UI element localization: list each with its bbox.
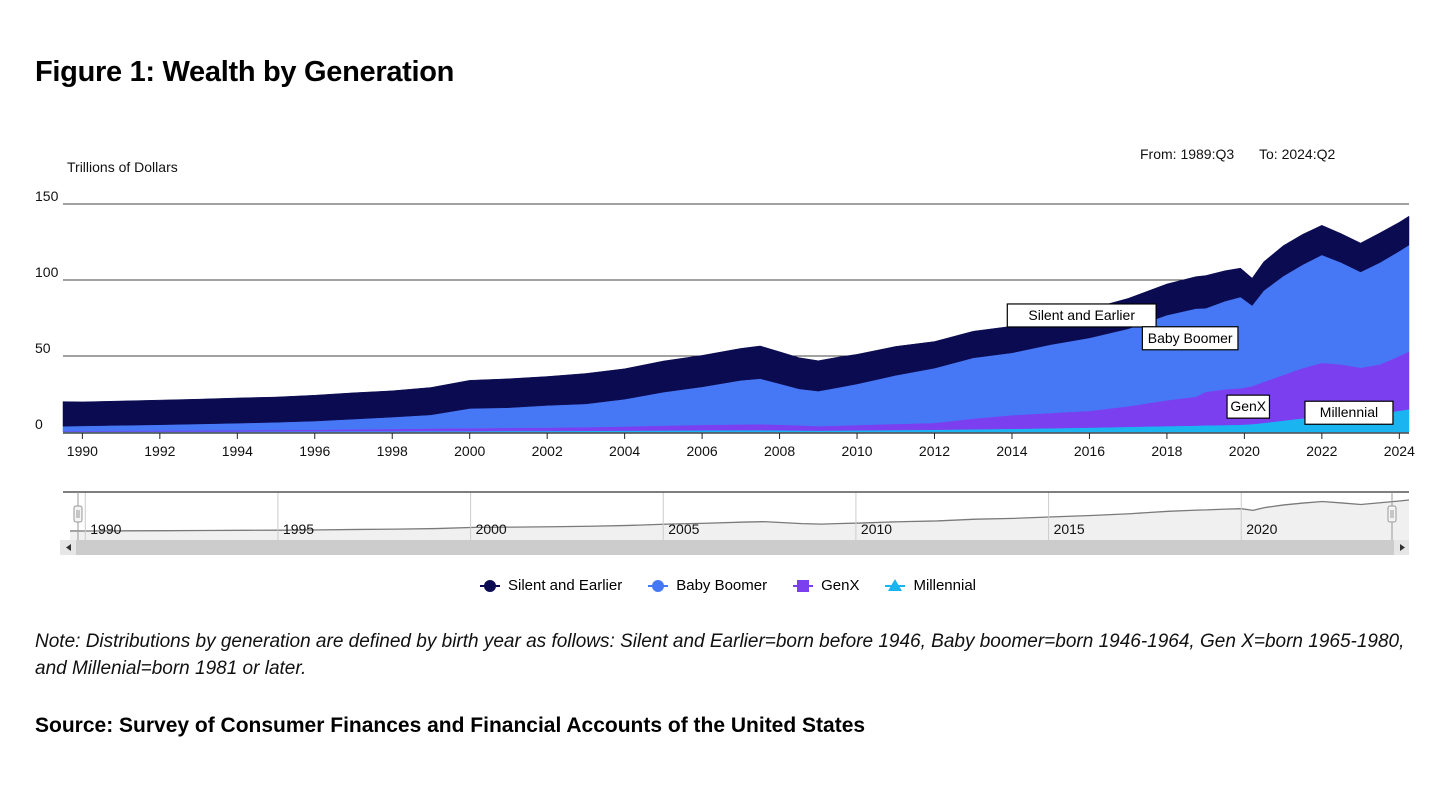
x-tick-label: 2022 bbox=[1306, 443, 1337, 459]
x-tick-label: 1992 bbox=[144, 443, 175, 459]
legend-label: Baby Boomer bbox=[676, 577, 768, 594]
navigator-tick-label: 1995 bbox=[283, 521, 314, 537]
navigator-left-handle[interactable] bbox=[73, 492, 83, 540]
scrollbar-thumb[interactable] bbox=[76, 540, 1394, 555]
x-tick-label: 2012 bbox=[919, 443, 950, 459]
legend-item-silent[interactable]: Silent and Earlier bbox=[479, 577, 623, 594]
navigator-line bbox=[69, 499, 1410, 532]
x-tick-label: 2006 bbox=[687, 443, 718, 459]
x-tick-label: 2014 bbox=[996, 443, 1027, 459]
navigator-tick-label: 2020 bbox=[1246, 521, 1277, 537]
navigator-tick-label: 2005 bbox=[668, 521, 699, 537]
x-tick-label: 2002 bbox=[532, 443, 563, 459]
scroll-right-arrow-icon[interactable] bbox=[1400, 544, 1405, 551]
svg-text:Millennial: Millennial bbox=[1320, 404, 1378, 420]
x-tick-label: 1994 bbox=[222, 443, 253, 459]
y-tick-label: 100 bbox=[35, 264, 59, 280]
y-axis-ticks: 0 50 100 150 bbox=[35, 188, 59, 432]
navigator-scrollbar[interactable] bbox=[60, 540, 1409, 555]
legend-label: GenX bbox=[821, 577, 860, 594]
svg-text:GenX: GenX bbox=[1230, 398, 1266, 414]
range-to-label[interactable]: To: 2024:Q2 bbox=[1259, 146, 1336, 162]
chart-note: Note: Distributions by generation are de… bbox=[35, 631, 1405, 679]
legend-label: Millennial bbox=[913, 577, 976, 594]
y-tick-label: 150 bbox=[35, 188, 59, 204]
circle-marker-icon bbox=[648, 579, 669, 592]
chart-source: Source: Survey of Consumer Finances and … bbox=[35, 714, 866, 737]
navigator-area bbox=[70, 500, 1409, 540]
legend-item-genx[interactable]: GenX bbox=[793, 577, 859, 594]
x-axis: 1990 1992 1994 1996 1998 2000 2002 2004 2006 2008… bbox=[63, 432, 1415, 459]
x-tick-label: 2008 bbox=[764, 443, 795, 459]
x-tick-label: 2004 bbox=[609, 443, 640, 459]
legend-item-boomer[interactable]: Baby Boomer bbox=[648, 577, 767, 594]
range-from-label[interactable]: From: 1989:Q3 bbox=[1140, 146, 1235, 162]
x-tick-label: 2018 bbox=[1151, 443, 1182, 459]
square-marker-icon bbox=[793, 579, 814, 592]
scroll-left-arrow-icon[interactable] bbox=[66, 544, 71, 551]
chart-legend: Silent and Earlier Baby Boomer GenX Mill… bbox=[0, 577, 1456, 594]
svg-text:Silent and Earlier: Silent and Earlier bbox=[1028, 307, 1135, 323]
x-tick-label: 1998 bbox=[377, 443, 408, 459]
annotation-genx: GenX bbox=[1226, 394, 1271, 419]
legend-item-millennial[interactable]: Millennial bbox=[885, 577, 976, 594]
triangle-marker-icon bbox=[885, 578, 906, 591]
legend-label: Silent and Earlier bbox=[507, 577, 623, 594]
x-tick-label: 2000 bbox=[454, 443, 485, 459]
svg-text:Baby Boomer: Baby Boomer bbox=[1148, 330, 1233, 346]
range-navigator[interactable]: 1990 1995 2000 2005 2010 2015 2020 bbox=[60, 491, 1410, 555]
x-tick-label: 2010 bbox=[841, 443, 872, 459]
navigator-tick-label: 2000 bbox=[476, 521, 507, 537]
navigator-right-handle[interactable] bbox=[1387, 492, 1397, 540]
navigator-tick-label: 2010 bbox=[861, 521, 892, 537]
y-tick-label: 50 bbox=[35, 340, 51, 356]
series-annotations: Silent and Earlier Baby Boomer GenX Millenn… bbox=[1006, 303, 1394, 425]
annotation-millennial: Millennial bbox=[1304, 400, 1394, 425]
x-tick-label: 1996 bbox=[299, 443, 330, 459]
navigator-tick-label: 2015 bbox=[1054, 521, 1085, 537]
x-tick-label: 1990 bbox=[67, 443, 98, 459]
x-tick-label: 2024 bbox=[1384, 443, 1415, 459]
stacked-areas bbox=[62, 215, 1410, 433]
navigator-tick-label: 1990 bbox=[90, 521, 121, 537]
x-tick-label: 2016 bbox=[1074, 443, 1105, 459]
y-tick-label: 0 bbox=[35, 416, 43, 432]
annotation-baby-boomer: Baby Boomer bbox=[1141, 326, 1239, 351]
annotation-silent-and-earlier: Silent and Earlier bbox=[1006, 303, 1157, 328]
x-tick-label: 2020 bbox=[1229, 443, 1260, 459]
y-axis-label: Trillions of Dollars bbox=[67, 159, 178, 175]
chart-title: Figure 1: Wealth by Generation bbox=[35, 56, 455, 88]
circle-marker-icon bbox=[479, 579, 500, 592]
